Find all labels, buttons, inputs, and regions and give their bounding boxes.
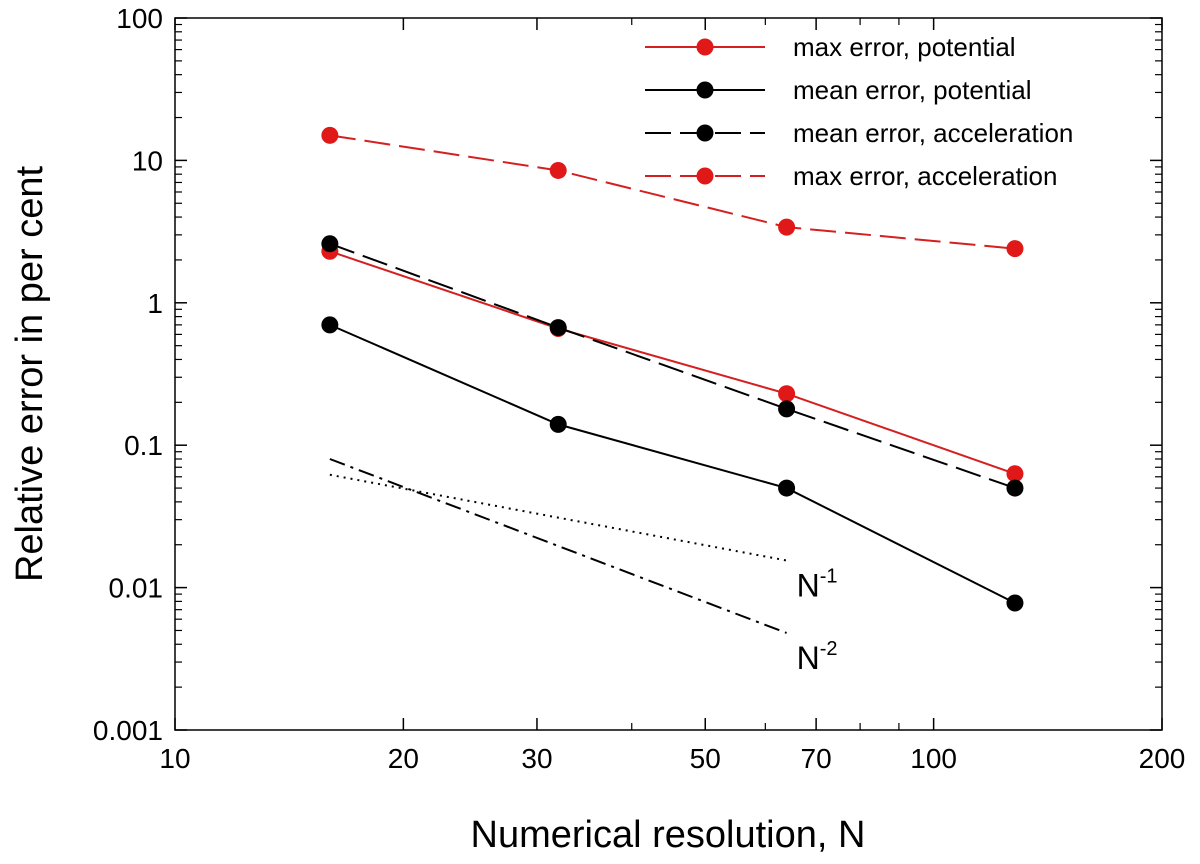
y-tick-label: 100 (116, 3, 163, 34)
reference-line-label: N-2 (797, 638, 838, 676)
reference-label-base: N (797, 640, 820, 676)
legend-entry: max error, potential (793, 32, 1016, 62)
data-point (549, 415, 567, 433)
y-axis-title: Relative error in per cent (9, 166, 51, 583)
reference-line-1 (329, 473, 787, 562)
legend-entry: mean error, acceleration (793, 118, 1073, 148)
reference-line-label: N-1 (797, 565, 838, 603)
series-line (329, 323, 1016, 604)
reference-label-base: N (797, 567, 820, 603)
legend-marker (696, 167, 714, 185)
data-point (778, 385, 796, 403)
y-tick-label: 0.1 (124, 430, 163, 461)
legend-marker (696, 38, 714, 56)
data-point (778, 218, 796, 236)
data-point (1006, 465, 1024, 483)
x-tick-label: 20 (388, 743, 419, 774)
series-line (329, 242, 1016, 490)
y-tick-label: 0.01 (109, 573, 164, 604)
data-point (778, 400, 796, 418)
data-point (321, 126, 339, 144)
series-1 (321, 242, 1024, 483)
data-point (321, 316, 339, 334)
data-series (321, 126, 1024, 612)
reference-line-2 (329, 458, 787, 634)
y-tick-label: 1 (147, 288, 163, 319)
x-tick-label: 100 (910, 743, 957, 774)
data-point (778, 479, 796, 497)
series-line (329, 134, 1016, 250)
x-tick-label: 70 (801, 743, 832, 774)
data-point (1006, 479, 1024, 497)
x-tick-label: 200 (1139, 743, 1186, 774)
data-point (1006, 240, 1024, 258)
reference-label-exponent: -2 (820, 638, 838, 660)
series-2 (321, 316, 1024, 612)
reference-label-exponent: -1 (820, 565, 838, 587)
x-tick-label: 10 (159, 743, 190, 774)
legend-entry: mean error, potential (793, 75, 1031, 105)
y-tick-label: 10 (132, 145, 163, 176)
legend-marker (696, 124, 714, 142)
x-axis-title: Numerical resolution, N (471, 814, 866, 856)
series-3 (321, 235, 1024, 497)
data-point (549, 161, 567, 179)
legend-marker (696, 81, 714, 99)
axis-ticks: 10 20 30 50 70 100 200 0.001 0.01 0.1 1 10 100 (93, 3, 1185, 774)
legend-entry: max error, acceleration (793, 161, 1057, 191)
x-tick-label: 50 (690, 743, 721, 774)
data-point (549, 319, 567, 337)
reference-lines: N-1N-2 (329, 458, 838, 676)
series-4 (321, 126, 1024, 258)
series-line (329, 250, 1016, 475)
plot-frame (174, 17, 1163, 731)
y-tick-label: 0.001 (93, 715, 163, 746)
x-tick-label: 30 (521, 743, 552, 774)
legend: max error, potential mean error, potentia… (645, 32, 1073, 191)
data-point (321, 235, 339, 253)
data-point (1006, 594, 1024, 612)
